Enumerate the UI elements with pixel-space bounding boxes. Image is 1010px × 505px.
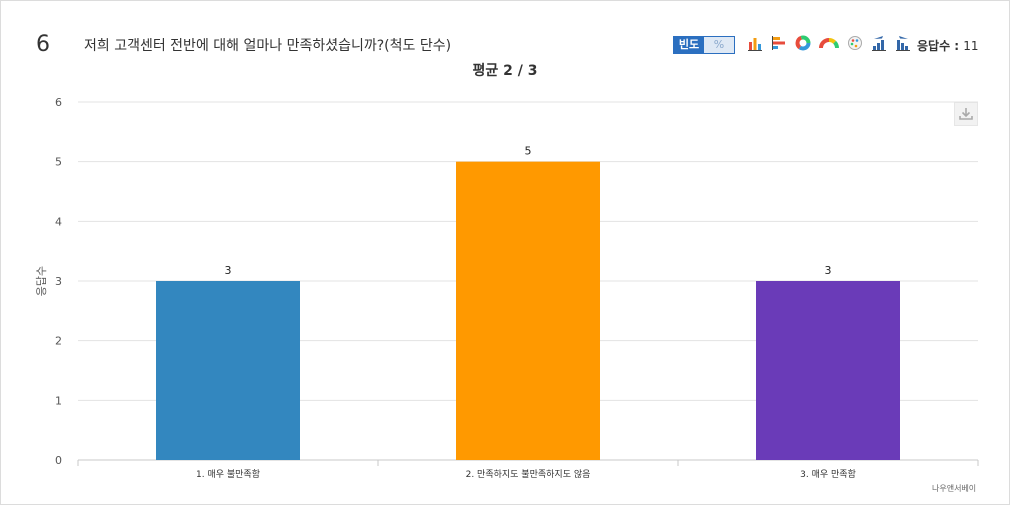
sort-desc-icon[interactable] (895, 35, 911, 55)
y-tick-label: 1 (55, 394, 62, 407)
bar (156, 281, 300, 460)
credit-text: 나우앤서베이 (932, 484, 977, 493)
response-count-value: 11 (963, 38, 979, 53)
data-label: 5 (525, 145, 532, 158)
y-tick-label: 2 (55, 335, 62, 348)
donut-chart-icon[interactable] (795, 35, 811, 55)
download-icon (959, 108, 973, 120)
question-title: 저희 고객센터 전반에 대해 얼마나 만족하셨습니까?(척도 단수) (84, 38, 452, 54)
percent-toggle[interactable]: % (704, 37, 734, 53)
data-label: 3 (825, 264, 832, 277)
average-score: 평균 2 / 3 (472, 63, 538, 79)
horizontal-bar-icon[interactable] (771, 35, 787, 55)
palette-icon[interactable] (847, 35, 863, 55)
sort-asc-icon[interactable] (871, 35, 887, 55)
x-tick-label: 3. 매우 만족함 (800, 469, 856, 480)
bar-chart-icon[interactable] (747, 35, 763, 55)
data-label: 3 (225, 264, 232, 277)
x-tick-label: 1. 매우 불만족함 (196, 469, 260, 480)
question-number: 6 (36, 32, 50, 57)
frequency-toggle[interactable]: 빈도 (674, 37, 704, 53)
y-tick-label: 0 (55, 454, 62, 467)
chart-toolbar: 빈도 % 응답수 : 11 (673, 35, 979, 55)
response-count: 응답수 : 11 (917, 37, 979, 54)
bar (756, 281, 900, 460)
x-tick-label: 2. 만족하지도 불만족하지도 않음 (466, 469, 591, 480)
y-axis-title: 응답수 (35, 266, 48, 296)
y-tick-label: 4 (55, 215, 62, 228)
bar (456, 161, 600, 460)
response-count-label: 응답수 : (917, 38, 960, 53)
y-tick-label: 3 (55, 275, 62, 288)
half-donut-icon[interactable] (819, 35, 839, 55)
mode-toggle: 빈도 % (673, 36, 735, 54)
y-tick-label: 6 (55, 96, 62, 109)
y-tick-label: 5 (55, 156, 62, 169)
